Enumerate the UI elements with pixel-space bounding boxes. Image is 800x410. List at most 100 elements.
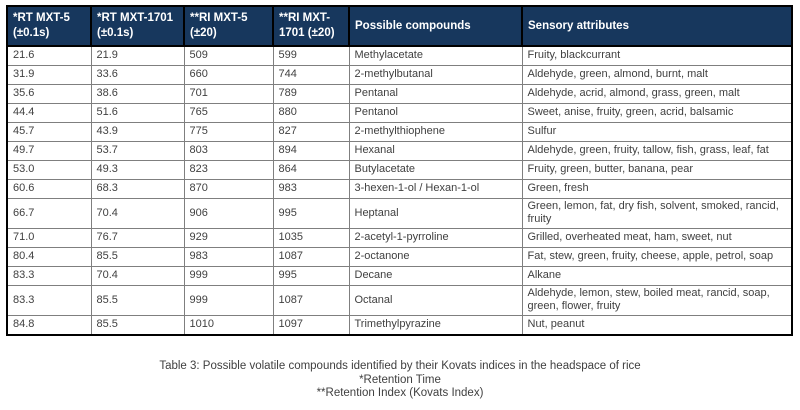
cell-rt-mxt1701: 33.6 — [90, 65, 185, 85]
cell-compound: Butylacetate — [348, 160, 523, 180]
cell-ri-mxt1701: 599 — [272, 45, 350, 66]
cell-rt-mxt1701: 85.5 — [90, 284, 185, 316]
cell-rt-mxt1701: 38.6 — [90, 84, 185, 104]
cell-rt-mxt5: 53.0 — [6, 160, 92, 180]
cell-ri-mxt5: 929 — [183, 227, 274, 248]
cell-sensory: Aldehyde, acrid, almond, grass, green, m… — [521, 84, 793, 104]
cell-ri-mxt5: 906 — [183, 198, 274, 229]
cell-rt-mxt5: 84.8 — [6, 314, 92, 336]
cell-rt-mxt5: 44.4 — [6, 103, 92, 123]
cell-compound: 2-methylthiophene — [348, 122, 523, 142]
cell-rt-mxt1701: 68.3 — [90, 179, 185, 199]
cell-ri-mxt1701: 1035 — [272, 227, 350, 248]
col-header-compounds: Possible compounds — [348, 5, 523, 47]
cell-ri-mxt5: 660 — [183, 65, 274, 85]
cell-sensory: Sweet, anise, fruity, green, acrid, bals… — [521, 103, 793, 123]
cell-sensory: Aldehyde, green, fruity, tallow, fish, g… — [521, 141, 793, 161]
table-row: 21.6 21.9 509 599 Methylacetate Fruity, … — [6, 45, 793, 66]
cell-rt-mxt1701: 85.5 — [90, 314, 185, 336]
cell-sensory: Aldehyde, green, almond, burnt, malt — [521, 65, 793, 85]
table-row: 44.4 51.6 765 880 Pentanol Sweet, anise,… — [6, 103, 793, 123]
caption-title: Table 3: Possible volatile compounds ide… — [159, 360, 641, 372]
cell-ri-mxt1701: 995 — [272, 198, 350, 229]
cell-rt-mxt5: 83.3 — [6, 265, 92, 286]
col-header-rt-mxt5: *RT MXT-5 (±0.1s) — [6, 5, 92, 47]
cell-ri-mxt5: 1010 — [183, 314, 274, 336]
caption-footnote-rt: *Retention Time — [359, 373, 441, 386]
cell-rt-mxt1701: 21.9 — [90, 45, 185, 66]
cell-sensory: Fruity, blackcurrant — [521, 45, 793, 66]
table-header: *RT MXT-5 (±0.1s) *RT MXT-1701 (±0.1s) *… — [6, 5, 793, 47]
table-row: 83.3 70.4 999 995 Decane Alkane — [6, 265, 793, 286]
cell-ri-mxt5: 999 — [183, 265, 274, 286]
table-row: 53.0 49.3 823 864 Butylacetate Fruity, g… — [6, 160, 793, 180]
table-caption: Table 3: Possible volatile compounds ide… — [0, 360, 800, 401]
table-row: 45.7 43.9 775 827 2-methylthiophene Sulf… — [6, 122, 793, 142]
table-row: 35.6 38.6 701 789 Pentanal Aldehyde, acr… — [6, 84, 793, 104]
cell-ri-mxt1701: 1087 — [272, 246, 350, 267]
cell-ri-mxt1701: 864 — [272, 160, 350, 180]
cell-ri-mxt1701: 744 — [272, 65, 350, 85]
cell-rt-mxt5: 60.6 — [6, 179, 92, 199]
cell-rt-mxt1701: 70.4 — [90, 265, 185, 286]
cell-compound: 3-hexen-1-ol / Hexan-1-ol — [348, 179, 523, 199]
cell-ri-mxt5: 999 — [183, 284, 274, 316]
cell-compound: 2-octanone — [348, 246, 523, 267]
col-header-ri-mxt5: **RI MXT-5 (±20) — [183, 5, 274, 47]
table-body: 21.6 21.9 509 599 Methylacetate Fruity, … — [6, 45, 793, 336]
header-row: *RT MXT-5 (±0.1s) *RT MXT-1701 (±0.1s) *… — [6, 5, 793, 47]
cell-compound: 2-acetyl-1-pyrroline — [348, 227, 523, 248]
table-row: 31.9 33.6 660 744 2-methylbutanal Aldehy… — [6, 65, 793, 85]
cell-rt-mxt1701: 53.7 — [90, 141, 185, 161]
cell-compound: Hexanal — [348, 141, 523, 161]
cell-rt-mxt5: 66.7 — [6, 198, 92, 229]
cell-ri-mxt1701: 995 — [272, 265, 350, 286]
table-row: 80.4 85.5 983 1087 2-octanone Fat, stew,… — [6, 246, 793, 267]
cell-rt-mxt5: 35.6 — [6, 84, 92, 104]
cell-ri-mxt1701: 1087 — [272, 284, 350, 316]
cell-rt-mxt1701: 51.6 — [90, 103, 185, 123]
cell-rt-mxt5: 45.7 — [6, 122, 92, 142]
cell-ri-mxt1701: 827 — [272, 122, 350, 142]
cell-compound: Methylacetate — [348, 45, 523, 66]
cell-sensory: Fat, stew, green, fruity, cheese, apple,… — [521, 246, 793, 267]
cell-ri-mxt5: 803 — [183, 141, 274, 161]
cell-ri-mxt5: 775 — [183, 122, 274, 142]
cell-rt-mxt1701: 43.9 — [90, 122, 185, 142]
cell-rt-mxt5: 31.9 — [6, 65, 92, 85]
cell-sensory: Green, fresh — [521, 179, 793, 199]
cell-compound: Pentanol — [348, 103, 523, 123]
col-header-ri-mxt1701: **RI MXT-1701 (±20) — [272, 5, 350, 47]
table-row: 71.0 76.7 929 1035 2-acetyl-1-pyrroline … — [6, 227, 793, 248]
cell-ri-mxt5: 701 — [183, 84, 274, 104]
cell-rt-mxt5: 83.3 — [6, 284, 92, 316]
cell-ri-mxt5: 823 — [183, 160, 274, 180]
cell-ri-mxt1701: 983 — [272, 179, 350, 199]
cell-ri-mxt1701: 894 — [272, 141, 350, 161]
table-row: 60.6 68.3 870 983 3-hexen-1-ol / Hexan-1… — [6, 179, 793, 199]
cell-sensory: Nut, peanut — [521, 314, 793, 336]
cell-sensory: Green, lemon, fat, dry fish, solvent, sm… — [521, 198, 793, 229]
col-header-sensory: Sensory attributes — [521, 5, 793, 47]
col-header-rt-mxt1701: *RT MXT-1701 (±0.1s) — [90, 5, 185, 47]
cell-compound: Pentanal — [348, 84, 523, 104]
cell-ri-mxt5: 509 — [183, 45, 274, 66]
caption-footnote-ri: **Retention Index (Kovats Index) — [316, 387, 484, 399]
cell-compound: Heptanal — [348, 198, 523, 229]
cell-rt-mxt1701: 70.4 — [90, 198, 185, 229]
cell-compound: Decane — [348, 265, 523, 286]
cell-ri-mxt1701: 1097 — [272, 314, 350, 336]
cell-sensory: Grilled, overheated meat, ham, sweet, nu… — [521, 227, 793, 248]
table-row: 49.7 53.7 803 894 Hexanal Aldehyde, gree… — [6, 141, 793, 161]
cell-compound: Octanal — [348, 284, 523, 316]
compounds-table: *RT MXT-5 (±0.1s) *RT MXT-1701 (±0.1s) *… — [6, 5, 793, 336]
table-row: 66.7 70.4 906 995 Heptanal Green, lemon,… — [6, 198, 793, 229]
cell-rt-mxt5: 49.7 — [6, 141, 92, 161]
cell-compound: 2-methylbutanal — [348, 65, 523, 85]
cell-ri-mxt1701: 880 — [272, 103, 350, 123]
cell-rt-mxt5: 80.4 — [6, 246, 92, 267]
cell-rt-mxt1701: 85.5 — [90, 246, 185, 267]
cell-sensory: Alkane — [521, 265, 793, 286]
cell-rt-mxt1701: 76.7 — [90, 227, 185, 248]
